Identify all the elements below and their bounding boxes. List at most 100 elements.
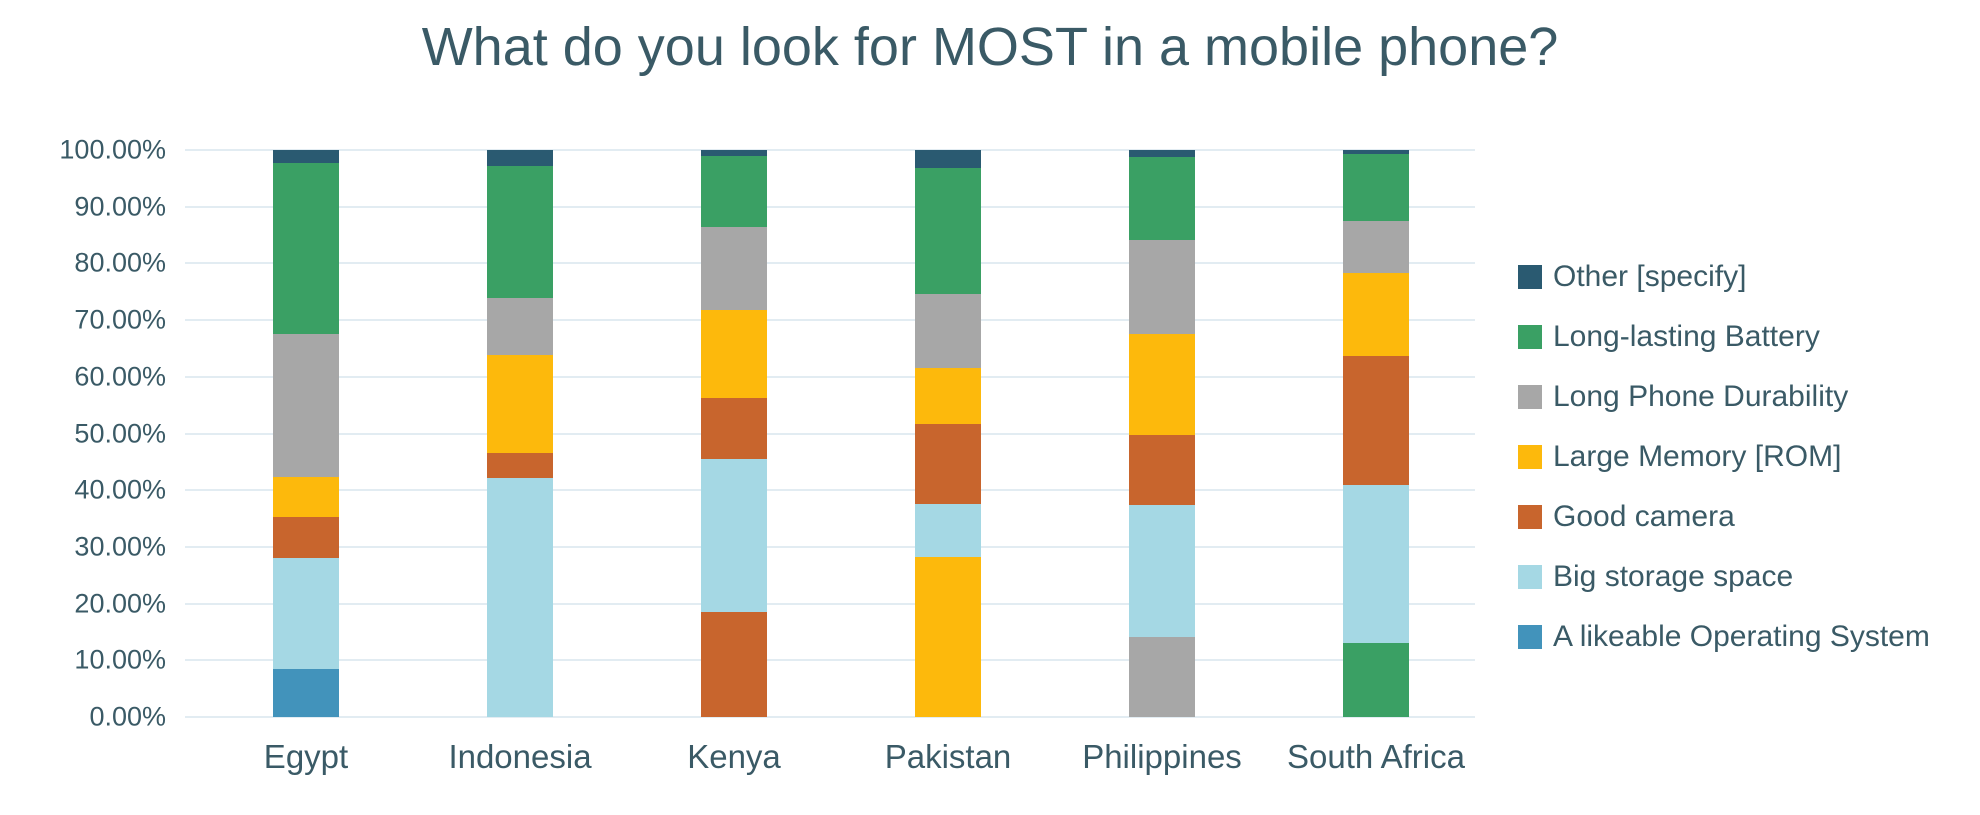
legend-swatch-os <box>1518 625 1542 649</box>
x-axis-category-label: Pakistan <box>884 738 1012 775</box>
x-axis-category-label: Indonesia <box>448 738 592 775</box>
bar-segment-storage <box>701 459 767 612</box>
bar-segment-memory <box>701 309 767 398</box>
legend-item: Long Phone Durability <box>1518 367 1930 427</box>
bar-segment-battery <box>1343 154 1409 222</box>
y-axis-tick-label: 20.00% <box>74 588 166 619</box>
bar-segment-battery <box>273 162 339 334</box>
legend-label: Other [specify] <box>1553 260 1747 293</box>
bar-segment-durability <box>1129 240 1195 334</box>
bar-segment-memory <box>915 368 981 425</box>
bar-pakistan <box>915 150 981 717</box>
bar-segment-memory <box>1129 333 1195 435</box>
legend-item: Other [specify] <box>1518 247 1930 307</box>
gridline <box>185 205 1475 208</box>
y-axis-tick-label: 10.00% <box>74 644 166 675</box>
legend-item: Good camera <box>1518 487 1930 547</box>
gridline <box>185 716 1475 718</box>
legend-item: Large Memory [ROM] <box>1518 427 1930 487</box>
bar-segment-other <box>915 150 981 169</box>
gridline <box>185 262 1475 265</box>
bar-segment-os <box>273 669 339 717</box>
legend-swatch-battery <box>1518 325 1542 349</box>
bar-segment-camera <box>701 611 767 717</box>
bar-segment-memory <box>1343 272 1409 356</box>
bar-segment-memory <box>273 476 339 517</box>
bar-segment-camera <box>1129 434 1195 505</box>
bar-segment-camera <box>915 424 981 505</box>
bar-kenya <box>701 150 767 717</box>
bar-segment-durability <box>915 294 981 369</box>
legend-label: Good camera <box>1553 500 1735 533</box>
bar-segment-other <box>1343 150 1409 155</box>
gridline <box>185 319 1475 322</box>
bar-egypt <box>273 150 339 717</box>
bar-segment-durability <box>1129 637 1195 717</box>
y-axis-tick-label: 50.00% <box>74 418 166 448</box>
x-axis-category-label: Philippines <box>1082 738 1242 775</box>
bar-segment-camera <box>701 397 767 460</box>
bar-segment-storage <box>915 504 981 558</box>
x-axis-category-label: Egypt <box>263 738 349 775</box>
bar-segment-durability <box>1343 221 1409 273</box>
bar-segment-storage <box>1129 504 1195 638</box>
bar-segment-memory <box>487 355 553 454</box>
y-axis-tick-label: 40.00% <box>74 474 166 505</box>
legend-swatch-other <box>1518 265 1542 289</box>
bar-segment-other <box>1129 150 1195 158</box>
gridline <box>185 602 1475 605</box>
x-axis: Egypt Indonesia Kenya Pakistan Philippines So… <box>185 738 1475 788</box>
y-axis: 100.00% 90.00% 80.00% 70.00% 60.00% 50.00% 40.… <box>0 135 170 732</box>
x-axis-category-label: South Africa <box>1287 738 1465 775</box>
gridline <box>185 149 1475 151</box>
bar-segment-battery <box>1129 157 1195 241</box>
bar-segment-camera <box>487 453 553 479</box>
legend-item: Long-lasting Battery <box>1518 307 1930 367</box>
y-axis-tick-label: 60.00% <box>74 361 166 392</box>
y-axis-tick-label: 100.00% <box>59 134 166 165</box>
gridline <box>185 545 1475 548</box>
y-axis-tick-label: 70.00% <box>74 304 166 335</box>
gridline <box>185 489 1475 492</box>
bar-segment-other <box>487 150 553 166</box>
bar-segment-durability <box>701 227 767 310</box>
gridline <box>185 659 1475 662</box>
legend-label: Long Phone Durability <box>1553 380 1849 413</box>
legend-label: Long-lasting Battery <box>1553 320 1820 353</box>
gridline <box>185 432 1475 435</box>
legend-item: A likeable Operating System <box>1518 607 1930 667</box>
bar-segment-storage <box>273 558 339 670</box>
bar-segment-battery <box>915 168 981 295</box>
bar-segment-durability <box>273 333 339 477</box>
chart-title: What do you look for MOST in a mobile ph… <box>421 17 1559 77</box>
y-axis-tick-label: 80.00% <box>74 247 166 278</box>
legend-swatch-memory <box>1518 445 1542 469</box>
bar-segment-battery <box>487 165 553 299</box>
bar-philippines <box>1129 150 1195 717</box>
y-axis-tick-label: 90.00% <box>74 191 166 222</box>
legend-label: A likeable Operating System <box>1553 620 1930 653</box>
bar-segment-battery <box>701 156 767 228</box>
y-axis-tick-label: 0.00% <box>89 701 166 732</box>
bar-south-africa <box>1343 150 1409 717</box>
bar-segment-camera <box>1343 355 1409 485</box>
bar-segment-durability <box>487 298 553 356</box>
bar-segment-storage <box>1343 484 1409 644</box>
legend-swatch-durability <box>1518 385 1542 409</box>
bar-segment-storage <box>487 478 553 717</box>
legend: Other [specify] Long-lasting Battery Long … <box>1518 247 1930 667</box>
bar-segment-memory <box>915 557 981 717</box>
bar-segment-battery <box>1343 643 1409 717</box>
y-axis-tick-label: 30.00% <box>74 531 166 562</box>
legend-item: Big storage space <box>1518 547 1930 607</box>
plot-area <box>185 149 1475 718</box>
legend-label: Large Memory [ROM] <box>1553 440 1842 473</box>
legend-swatch-camera <box>1518 505 1542 529</box>
bar-indonesia <box>487 150 553 717</box>
gridline <box>185 375 1475 378</box>
bar-segment-camera <box>273 516 339 559</box>
legend-swatch-storage <box>1518 565 1542 589</box>
legend-label: Big storage space <box>1553 560 1794 593</box>
bar-segment-other <box>701 150 767 157</box>
x-axis-category-label: Kenya <box>687 738 781 775</box>
